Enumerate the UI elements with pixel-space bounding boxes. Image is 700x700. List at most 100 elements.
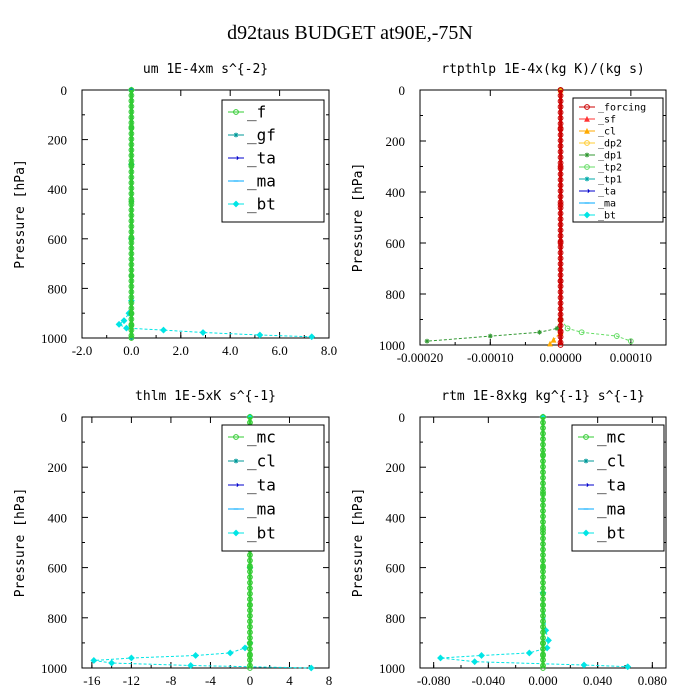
data-point bbox=[557, 261, 564, 267]
data-point bbox=[557, 201, 564, 208]
data-point bbox=[540, 618, 546, 625]
x-tick-label: 0.00010 bbox=[610, 350, 652, 365]
data-point bbox=[540, 469, 546, 476]
data-point bbox=[128, 316, 135, 323]
data-point bbox=[540, 546, 546, 553]
data-point bbox=[247, 623, 253, 630]
data-point bbox=[557, 322, 564, 329]
legend-marker bbox=[233, 109, 239, 115]
legend-label: _mc bbox=[597, 428, 626, 447]
data-point bbox=[540, 489, 546, 496]
legend-marker bbox=[583, 434, 589, 440]
legend-label: _sf bbox=[598, 115, 616, 126]
legend-label: _bt bbox=[247, 195, 276, 214]
data-point bbox=[540, 623, 546, 630]
legend-label: _bt bbox=[247, 524, 276, 543]
x-tick-label: -8 bbox=[165, 673, 176, 688]
data-point bbox=[247, 579, 253, 586]
legend-marker bbox=[232, 200, 240, 208]
data-point bbox=[540, 480, 546, 487]
data-point bbox=[256, 331, 264, 339]
data-point bbox=[557, 300, 564, 307]
legend-marker bbox=[584, 176, 590, 182]
data-point bbox=[128, 125, 135, 132]
data-point bbox=[557, 266, 564, 273]
y-tick-label: 1000 bbox=[379, 338, 405, 353]
panel-thlm-budget: thlm 1E-5xK s^{-1} Pressure [hPa] -16 -12 -8… bbox=[13, 389, 332, 688]
data-point bbox=[128, 147, 135, 153]
data-point bbox=[128, 250, 135, 257]
data-point bbox=[540, 502, 546, 509]
data-point bbox=[557, 249, 564, 256]
data-point bbox=[557, 317, 564, 323]
data-point bbox=[557, 193, 564, 200]
y-tick-label: 400 bbox=[386, 185, 406, 200]
data-point bbox=[557, 120, 564, 127]
data-point bbox=[557, 339, 564, 346]
y-axis-label: Pressure [hPa] bbox=[351, 163, 366, 273]
data-point bbox=[247, 665, 253, 671]
x-tick-label: -4 bbox=[205, 673, 216, 688]
data-point bbox=[547, 340, 553, 347]
data-point bbox=[540, 585, 546, 592]
data-point bbox=[557, 103, 564, 110]
legend-marker bbox=[233, 483, 240, 487]
data-point bbox=[557, 238, 564, 245]
data-point bbox=[557, 272, 564, 279]
legend-marker bbox=[233, 132, 239, 138]
y-tick-label: 200 bbox=[48, 133, 68, 148]
data-point bbox=[540, 629, 546, 636]
data-point bbox=[540, 640, 546, 647]
y-tick-label: 200 bbox=[48, 460, 68, 475]
data-point bbox=[540, 524, 546, 531]
x-tick-label: -12 bbox=[123, 673, 140, 688]
data-point bbox=[247, 414, 253, 420]
data-point bbox=[128, 179, 135, 186]
legend-label: _ma bbox=[598, 199, 616, 210]
data-point bbox=[554, 326, 560, 331]
data-point bbox=[128, 256, 135, 263]
panel-rtm-budget: rtm 1E-8xkg kg^{-1} s^{-1} Pressure [hPa]… bbox=[351, 389, 667, 688]
legend-marker bbox=[583, 483, 590, 487]
data-point bbox=[557, 143, 564, 150]
data-point bbox=[128, 267, 135, 273]
data-point bbox=[128, 161, 135, 168]
y-tick-label: 0 bbox=[61, 83, 68, 98]
data-point bbox=[90, 657, 98, 664]
data-point bbox=[192, 652, 200, 659]
data-point bbox=[226, 649, 234, 657]
data-point bbox=[557, 182, 564, 189]
data-point bbox=[128, 185, 135, 192]
data-point bbox=[128, 332, 135, 339]
data-point bbox=[540, 452, 546, 459]
x-tick-label: 0.040 bbox=[583, 673, 612, 688]
legend-label: _cl bbox=[598, 127, 616, 138]
series-line bbox=[426, 90, 562, 342]
data-point bbox=[128, 158, 135, 164]
legend-label: _cl bbox=[247, 452, 276, 471]
data-point bbox=[128, 207, 135, 213]
legend-label: _tp1 bbox=[598, 175, 622, 186]
data-point bbox=[247, 590, 253, 597]
data-point bbox=[540, 419, 546, 426]
data-point bbox=[540, 579, 546, 586]
data-point bbox=[128, 327, 135, 333]
data-point bbox=[540, 596, 546, 603]
data-point bbox=[128, 223, 135, 230]
data-point bbox=[128, 283, 135, 290]
legend-marker bbox=[233, 434, 239, 440]
x-tick-label: 0.0 bbox=[123, 343, 139, 358]
panel-title: um 1E-4xm s^{-2} bbox=[143, 62, 268, 77]
data-point bbox=[540, 441, 546, 448]
legend-label: _mc bbox=[247, 428, 276, 447]
y-tick-label: 200 bbox=[386, 460, 406, 475]
x-tick-label: 4 bbox=[286, 673, 293, 688]
data-point bbox=[557, 333, 564, 340]
data-point bbox=[540, 646, 546, 652]
legend-label: _ta bbox=[247, 476, 276, 495]
data-point bbox=[247, 568, 253, 575]
legend-label: _dp1 bbox=[598, 151, 622, 162]
data-point bbox=[557, 176, 564, 183]
x-tick-label: -0.080 bbox=[417, 673, 451, 688]
data-point bbox=[247, 618, 253, 625]
